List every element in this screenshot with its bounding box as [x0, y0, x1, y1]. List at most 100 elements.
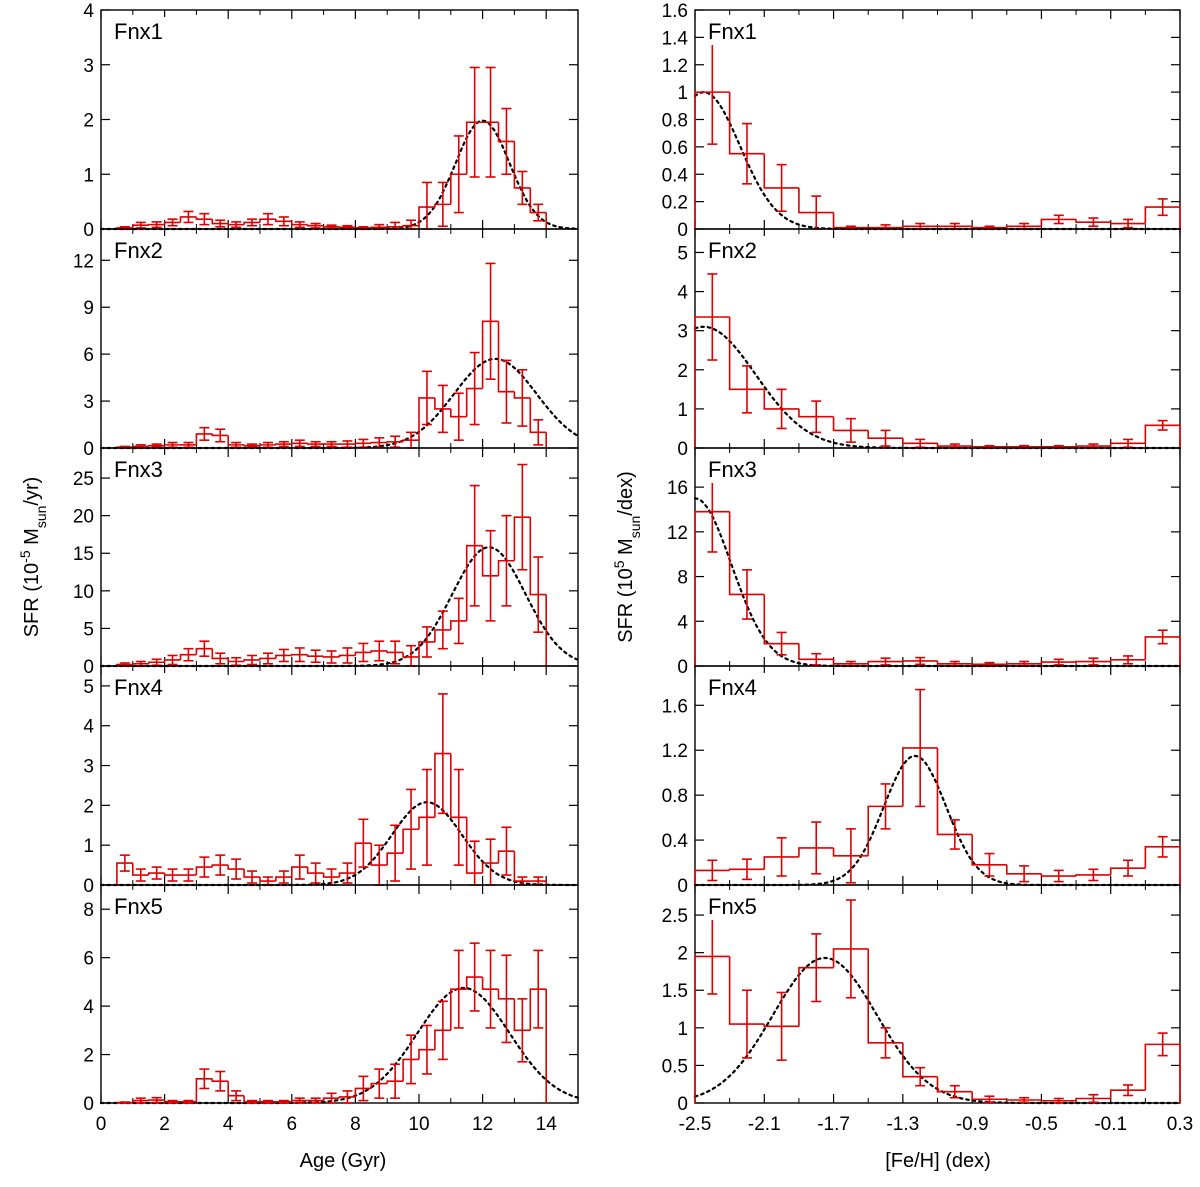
- x-tick-label: 0.3: [1167, 1114, 1193, 1135]
- histogram-bin: [832, 416, 869, 432]
- histogram-bin: [1040, 1099, 1077, 1102]
- error-bar: [437, 693, 448, 815]
- error-bar: [183, 210, 194, 224]
- error-bar: [294, 439, 305, 448]
- error-bar: [215, 219, 226, 228]
- error-bar: [517, 170, 528, 206]
- histogram-bin: [195, 647, 213, 655]
- error-bar: [949, 819, 960, 850]
- error-bar: [390, 824, 401, 882]
- histogram-bin: [211, 648, 229, 660]
- histogram-bin: [481, 545, 499, 577]
- histogram-bin: [434, 203, 451, 208]
- panel-age-fnx2: 0 3 6 9 12 Fnx2: [73, 228, 580, 460]
- histogram-bin: [386, 226, 404, 228]
- error-bar: [915, 656, 926, 666]
- error-bar: [501, 359, 512, 424]
- histogram-bin: [402, 1058, 419, 1082]
- error-bar: [741, 858, 752, 881]
- panel-age-fnx5: 0 2 4 6 8 0 2 4 6 8 10 12 14 Fnx5: [83, 884, 580, 1135]
- y-tick-label: 0: [83, 876, 94, 897]
- error-bar: [310, 222, 321, 229]
- histogram-bin: [497, 559, 515, 576]
- y-tick-label: 1.2: [662, 56, 688, 77]
- error-bar: [533, 419, 544, 446]
- histogram-bin: [936, 747, 973, 836]
- error-bar: [326, 650, 337, 664]
- error-bar: [915, 438, 926, 449]
- histogram-bin: [370, 650, 388, 653]
- panel-frame: [100, 884, 579, 1104]
- histogram-bin: [513, 516, 531, 561]
- histogram-bin: [481, 862, 499, 874]
- histogram-bin: [163, 444, 181, 446]
- y-tick-label: 1: [677, 83, 688, 104]
- error-bar: [247, 654, 258, 666]
- histogram-bin: [867, 948, 903, 1044]
- error-bar: [707, 273, 718, 361]
- panel-feh-fnx5: 0 0.5 1 1.5 2 2.5 -2.5 -2.1 -1.7 -1.3 -0.9 -0.5 -0.1…: [662, 884, 1193, 1135]
- error-bar: [741, 122, 752, 185]
- panel-age-fnx1: 0 1 2 3 4 Fnx1: [83, 1, 580, 241]
- histogram-bin: [936, 1076, 973, 1093]
- histogram-bin: [243, 869, 260, 878]
- y-tick-label: 0: [83, 1094, 94, 1115]
- panel-feh-fnx1: 0 0.2 0.4 0.6 0.8 1 1.2 1.4 1.6 Fnx1: [662, 1, 1182, 241]
- histogram-bin: [338, 226, 356, 229]
- histogram-bin: [798, 847, 834, 857]
- gaussian-fit-curve: [693, 90, 1182, 231]
- y-tick-label: 4: [83, 1, 94, 22]
- error-bar: [390, 221, 401, 230]
- histogram-bin: [481, 977, 499, 990]
- error-bar: [485, 529, 496, 622]
- x-tick-label: 14: [536, 1114, 558, 1135]
- error-bar: [453, 597, 464, 645]
- error-bar: [421, 181, 432, 230]
- error-bar: [501, 514, 512, 607]
- histogram-bin: [418, 816, 435, 830]
- error-bar: [533, 949, 544, 1029]
- histogram-bin: [450, 173, 467, 205]
- error-bar: [215, 652, 226, 665]
- error-bar: [485, 949, 496, 1029]
- histogram-bin: [694, 955, 730, 1103]
- histogram-bin: [763, 153, 799, 189]
- error-bar: [421, 1024, 432, 1075]
- panel-label-backing: [706, 17, 768, 45]
- error-bar: [517, 368, 528, 427]
- error-bar: [811, 400, 822, 434]
- histogram-bin: [211, 219, 229, 225]
- panel-label-backing: [706, 236, 768, 264]
- error-bar: [374, 640, 385, 662]
- y-tick-label: 5: [83, 677, 94, 698]
- error-bar: [278, 216, 289, 227]
- y-tick-label: 0.4: [662, 831, 689, 852]
- histogram-bin: [259, 444, 276, 446]
- error-bar: [501, 826, 512, 876]
- x-tick-label: 10: [408, 1114, 429, 1135]
- y-tick-label: 0.6: [662, 138, 688, 159]
- y-tick-label: 2: [677, 944, 688, 965]
- y-tick-label: 15: [73, 544, 94, 565]
- histogram-bin: [1144, 424, 1180, 444]
- error-bar: [358, 642, 369, 663]
- histogram-bin: [322, 225, 340, 228]
- error-bar: [374, 1068, 385, 1099]
- histogram-bin: [163, 221, 181, 225]
- error-bar: [199, 426, 210, 441]
- histogram-bin: [1005, 225, 1042, 228]
- error-bar: [215, 854, 226, 876]
- error-bar: [485, 66, 496, 178]
- error-bar: [231, 221, 242, 229]
- y-tick-label: 3: [83, 56, 94, 77]
- error-bar: [294, 221, 305, 229]
- panel-label: Fnx2: [708, 238, 757, 263]
- error-bar: [183, 868, 194, 882]
- histogram-bin: [450, 408, 467, 418]
- y-tick-label: 9: [83, 298, 94, 319]
- histogram-bin: [116, 862, 133, 885]
- error-bar: [845, 828, 856, 884]
- histogram-bin: [370, 1082, 388, 1089]
- histogram-bin: [306, 443, 324, 445]
